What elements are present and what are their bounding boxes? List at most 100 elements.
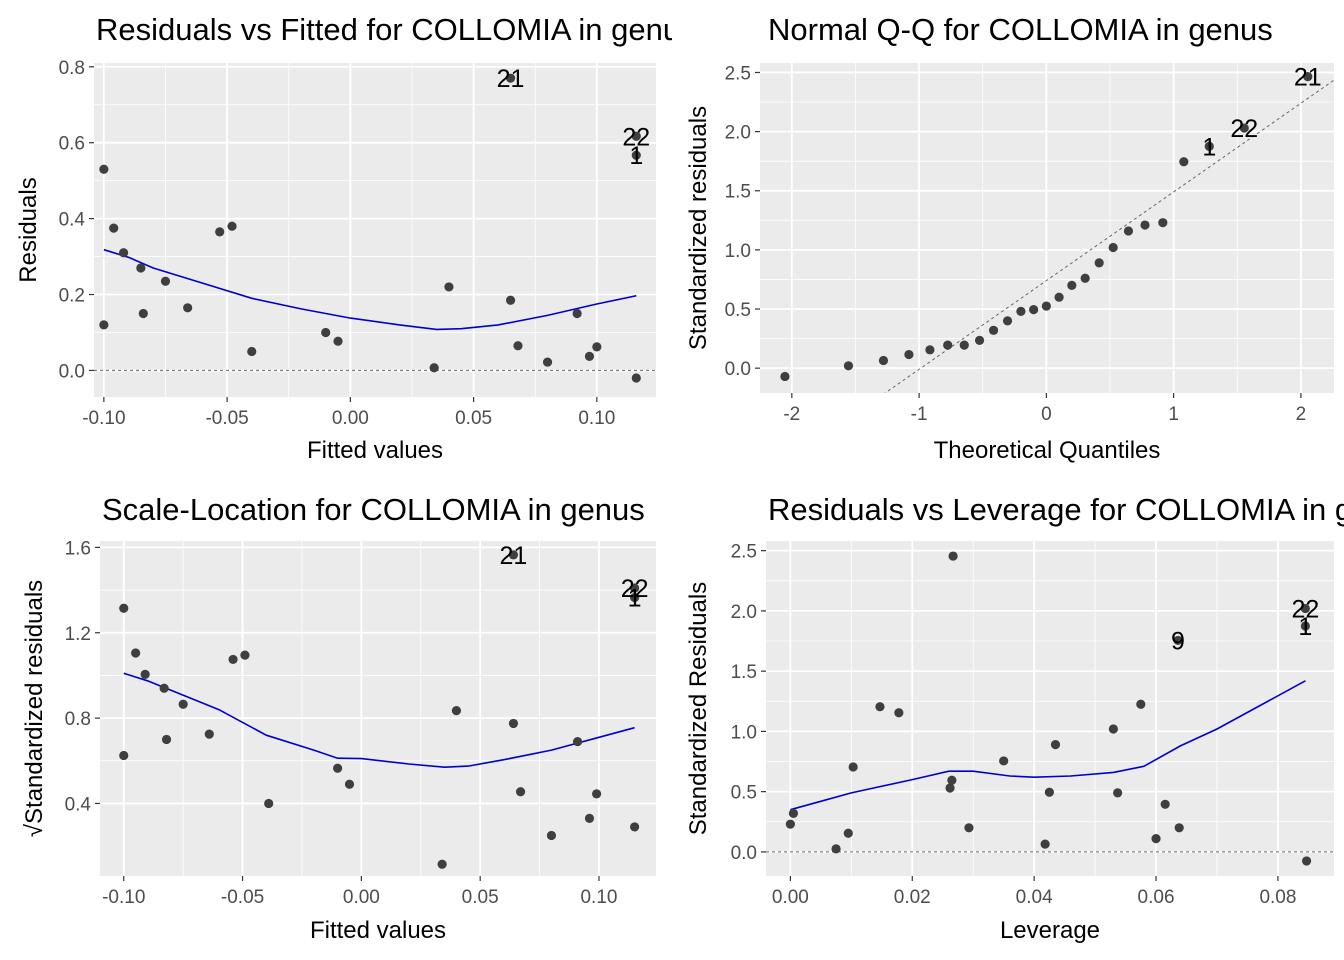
data-point: [542, 357, 553, 367]
data-point: [843, 828, 853, 838]
point-label: 1: [628, 585, 642, 613]
data-point: [505, 73, 516, 83]
data-point: [1158, 218, 1168, 228]
smooth-line: [123, 672, 635, 769]
point-label: 1: [629, 142, 643, 170]
data-point: [1300, 621, 1310, 631]
data-point: [974, 335, 985, 345]
data-point: [875, 702, 885, 712]
data-point: [925, 345, 935, 355]
y-tick-label: 1.0: [725, 241, 751, 262]
y-tick-label: 1.6: [65, 538, 91, 559]
x-tick-label: 0.10: [578, 408, 615, 429]
data-point: [999, 756, 1009, 766]
data-point: [1303, 72, 1313, 82]
data-point: [945, 783, 955, 793]
data-point: [131, 648, 141, 658]
data-point: [1054, 292, 1064, 302]
data-point: [227, 221, 237, 231]
data-point: [894, 708, 904, 718]
data-point: [948, 551, 958, 561]
data-point: [592, 342, 602, 352]
point-label: 21: [1294, 64, 1322, 92]
panel-background: [100, 541, 656, 876]
data-point: [831, 844, 841, 854]
x-tick-label: 1: [1168, 404, 1179, 425]
data-point: [1160, 799, 1170, 809]
data-point: [943, 340, 953, 350]
data-point: [344, 779, 355, 789]
data-point: [451, 706, 462, 716]
data-point: [247, 346, 257, 357]
data-point: [1301, 856, 1312, 866]
panel-4: 9 221 0.00 0.02 0.04 0.06 0.08 0.0 0.5 1.0 1.5 2.0 2…: [685, 492, 1344, 944]
data-point: [1173, 635, 1183, 646]
y-tick-label: 0.5: [731, 783, 757, 804]
data-point: [437, 859, 447, 869]
y-tick-label: 0.4: [59, 210, 86, 231]
y-tick-label: 1.0: [731, 722, 757, 743]
x-tick-label: 0.04: [1016, 887, 1053, 908]
plot-area: [94, 73, 656, 383]
x-tick-label: 2: [1296, 404, 1307, 425]
chart-title: Residuals vs Leverage for COLLOMIA in ge…: [768, 492, 1344, 527]
plot-area: [780, 72, 1334, 393]
data-point: [959, 340, 969, 350]
data-point: [99, 320, 109, 330]
point-label: 1: [1298, 613, 1312, 641]
x-tick-label: 0.00: [332, 408, 369, 429]
data-point: [1300, 603, 1310, 614]
data-point: [1123, 226, 1134, 236]
data-point: [508, 550, 519, 560]
data-point: [788, 808, 799, 818]
data-point: [1050, 740, 1061, 750]
x-tick-label: 0.08: [1259, 887, 1296, 908]
y-tick-label: 0.8: [59, 58, 85, 79]
data-point: [228, 654, 238, 665]
chart-title: Residuals vs Fitted for COLLOMIA in genu…: [96, 12, 696, 47]
y-axis-label: Standardized Residuals: [685, 582, 712, 836]
data-point: [630, 592, 640, 603]
x-tick-label: -1: [911, 404, 928, 425]
data-point: [1040, 839, 1050, 849]
data-point: [505, 295, 516, 305]
x-tick-label: 0.02: [894, 887, 931, 908]
data-point: [631, 150, 641, 160]
x-tick-label: -0.05: [221, 887, 264, 908]
x-tick-label: 0.00: [772, 887, 809, 908]
data-point: [99, 164, 109, 174]
x-tick-label: 0.05: [462, 887, 499, 908]
data-point: [109, 223, 119, 233]
data-point: [136, 263, 146, 273]
data-point: [1041, 301, 1051, 311]
data-point: [1016, 306, 1026, 316]
y-axis-label: Standardized residuals: [685, 106, 712, 350]
reference-line: [884, 79, 1334, 393]
data-point: [429, 363, 439, 373]
y-tick-label: 2.5: [725, 63, 751, 84]
point-label: 21: [500, 542, 528, 570]
y-tick-label: 0.0: [731, 843, 757, 864]
title-group: Residuals vs Leverage for COLLOMIA in ge…: [768, 492, 1344, 527]
y-tick-label: 0.6: [59, 134, 85, 155]
data-point: [1080, 273, 1090, 283]
data-point: [321, 327, 331, 338]
plot-area: [119, 550, 640, 869]
data-point: [964, 823, 974, 833]
point-label: 22: [622, 123, 650, 151]
y-tick-label: 0.4: [65, 794, 92, 815]
y-tick-label: 0.8: [65, 709, 91, 730]
panel-background: [94, 63, 656, 397]
data-point: [785, 819, 795, 829]
y-tick-label: 0.0: [725, 359, 751, 380]
y-tick-label: 2.0: [725, 123, 751, 144]
plot-area: [766, 551, 1334, 866]
x-axis-label: Fitted values: [310, 917, 446, 944]
point-label: 21: [497, 65, 525, 93]
x-axis-label: Leverage: [1000, 917, 1100, 944]
x-tick-label: -0.05: [205, 408, 248, 429]
data-point: [1067, 280, 1077, 290]
point-label: 22: [1291, 595, 1319, 623]
panel-background: [766, 541, 1334, 876]
